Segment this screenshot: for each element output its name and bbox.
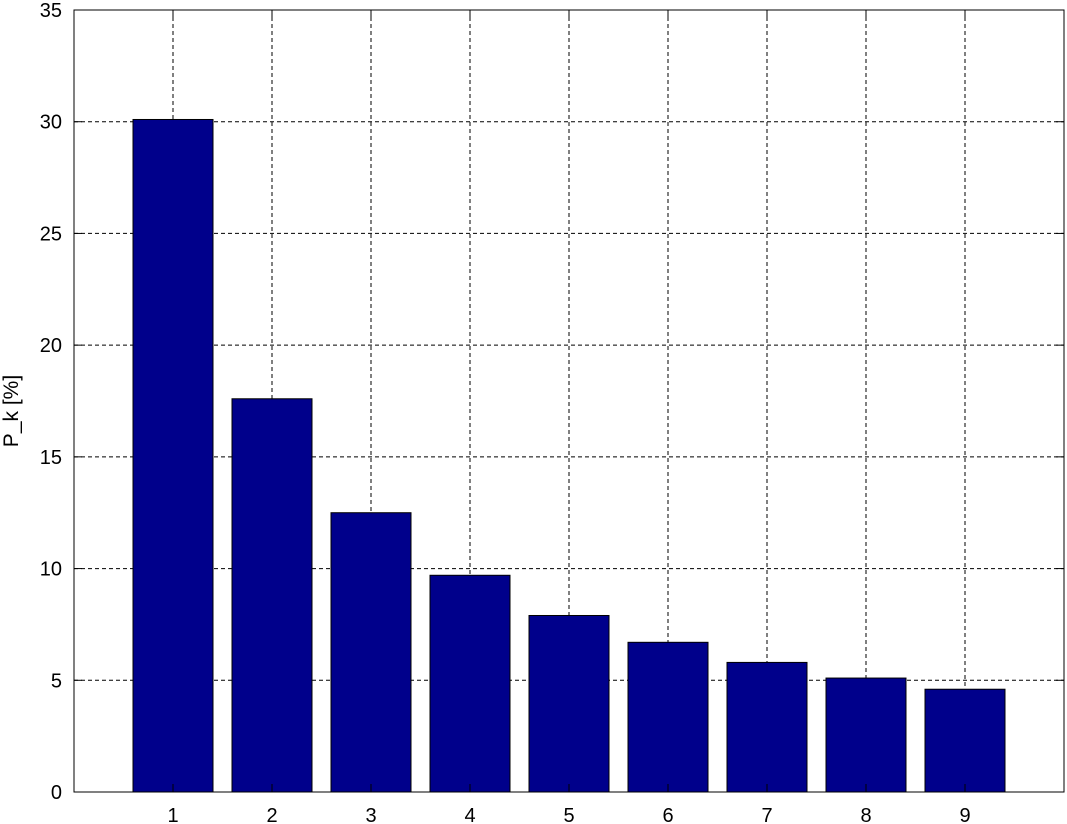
bar-6 — [627, 641, 709, 793]
x-tick-label: 6 — [662, 805, 673, 824]
x-tick-label: 7 — [761, 805, 772, 824]
axes-frame — [73, 9, 1065, 793]
x-tick-label: 9 — [959, 805, 970, 824]
y-tick-label: 25 — [40, 223, 62, 245]
y-tick-label: 5 — [51, 670, 62, 692]
bar-9 — [924, 688, 1006, 793]
bar-8 — [825, 677, 907, 793]
y-tick-labels: 0 5 10 15 20 25 30 35 — [40, 0, 62, 804]
x-tick-label: 5 — [563, 805, 574, 824]
x-tick-label: 3 — [365, 805, 376, 824]
bar-1 — [132, 118, 214, 793]
x-tick-label: 4 — [464, 805, 475, 824]
y-axis-label: P_k [%] — [0, 375, 23, 447]
y-tick-label: 30 — [40, 112, 62, 134]
bar-4 — [429, 574, 511, 793]
plot-frame — [73, 9, 1065, 793]
bar-3 — [330, 512, 412, 793]
x-tick-label: 1 — [167, 805, 178, 824]
y-tick-label: 35 — [40, 0, 62, 22]
bar-5 — [528, 614, 610, 793]
x-tick-label: 2 — [266, 805, 277, 824]
bars — [132, 118, 1006, 793]
y-tick-label: 20 — [40, 335, 62, 357]
bar-7 — [726, 661, 808, 793]
x-tick-label: 8 — [860, 805, 871, 824]
bar-2 — [231, 398, 313, 793]
x-tick-labels: 1 2 3 4 5 6 7 8 9 — [167, 805, 970, 824]
y-tick-label: 15 — [40, 447, 62, 469]
y-tick-label: 10 — [40, 559, 62, 581]
y-tick-label: 0 — [51, 782, 62, 804]
